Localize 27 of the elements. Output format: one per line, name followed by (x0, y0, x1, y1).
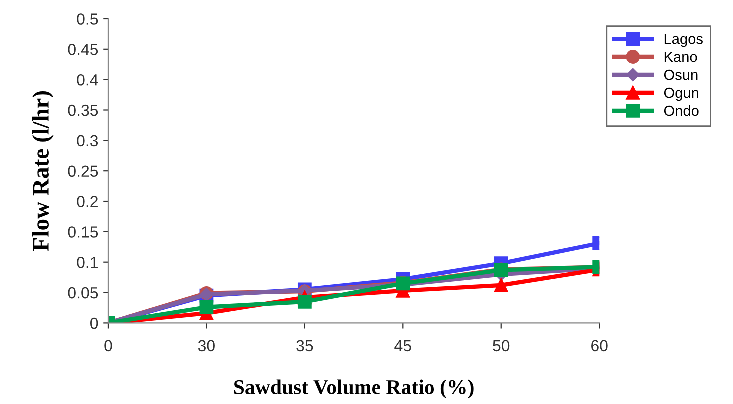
legend-label: Ondo (664, 105, 699, 116)
legend-label: Ogun (664, 88, 698, 102)
point (298, 294, 312, 309)
x-tick-label: 30 (198, 340, 215, 352)
y-tick-label: 0.45 (68, 44, 98, 56)
legend-label: Kano (664, 52, 698, 62)
y-tick-label: 0.5 (77, 14, 98, 25)
y-tick-label: 0.35 (68, 104, 98, 116)
x-tick-label: 60 (592, 340, 608, 352)
legend-label: Lagos (664, 34, 703, 48)
y-tick-label: 0.05 (68, 287, 98, 299)
y-tick-label: 0.25 (68, 166, 98, 178)
y-axis-title: Flow Rate (l/hr) (32, 91, 54, 252)
x-tick-label: 35 (296, 340, 314, 352)
point (494, 278, 508, 292)
x-axis-title: Sawdust Volume Ratio (%) (234, 380, 474, 399)
y-tick-label: 0.2 (77, 196, 98, 208)
x-tick-label: 50 (493, 340, 510, 352)
x-tick-label: 45 (394, 340, 412, 352)
y-tick-label: 0.15 (68, 226, 98, 238)
x-tick-label: 0 (104, 340, 112, 352)
y-tick-label: 0.4 (77, 74, 98, 86)
y-tick-label: 0.1 (77, 256, 98, 268)
y-tick-label: 0.3 (77, 135, 98, 147)
y-tick-label: 0 (90, 318, 98, 330)
point (200, 300, 214, 314)
legend-label: Osun (664, 70, 698, 80)
